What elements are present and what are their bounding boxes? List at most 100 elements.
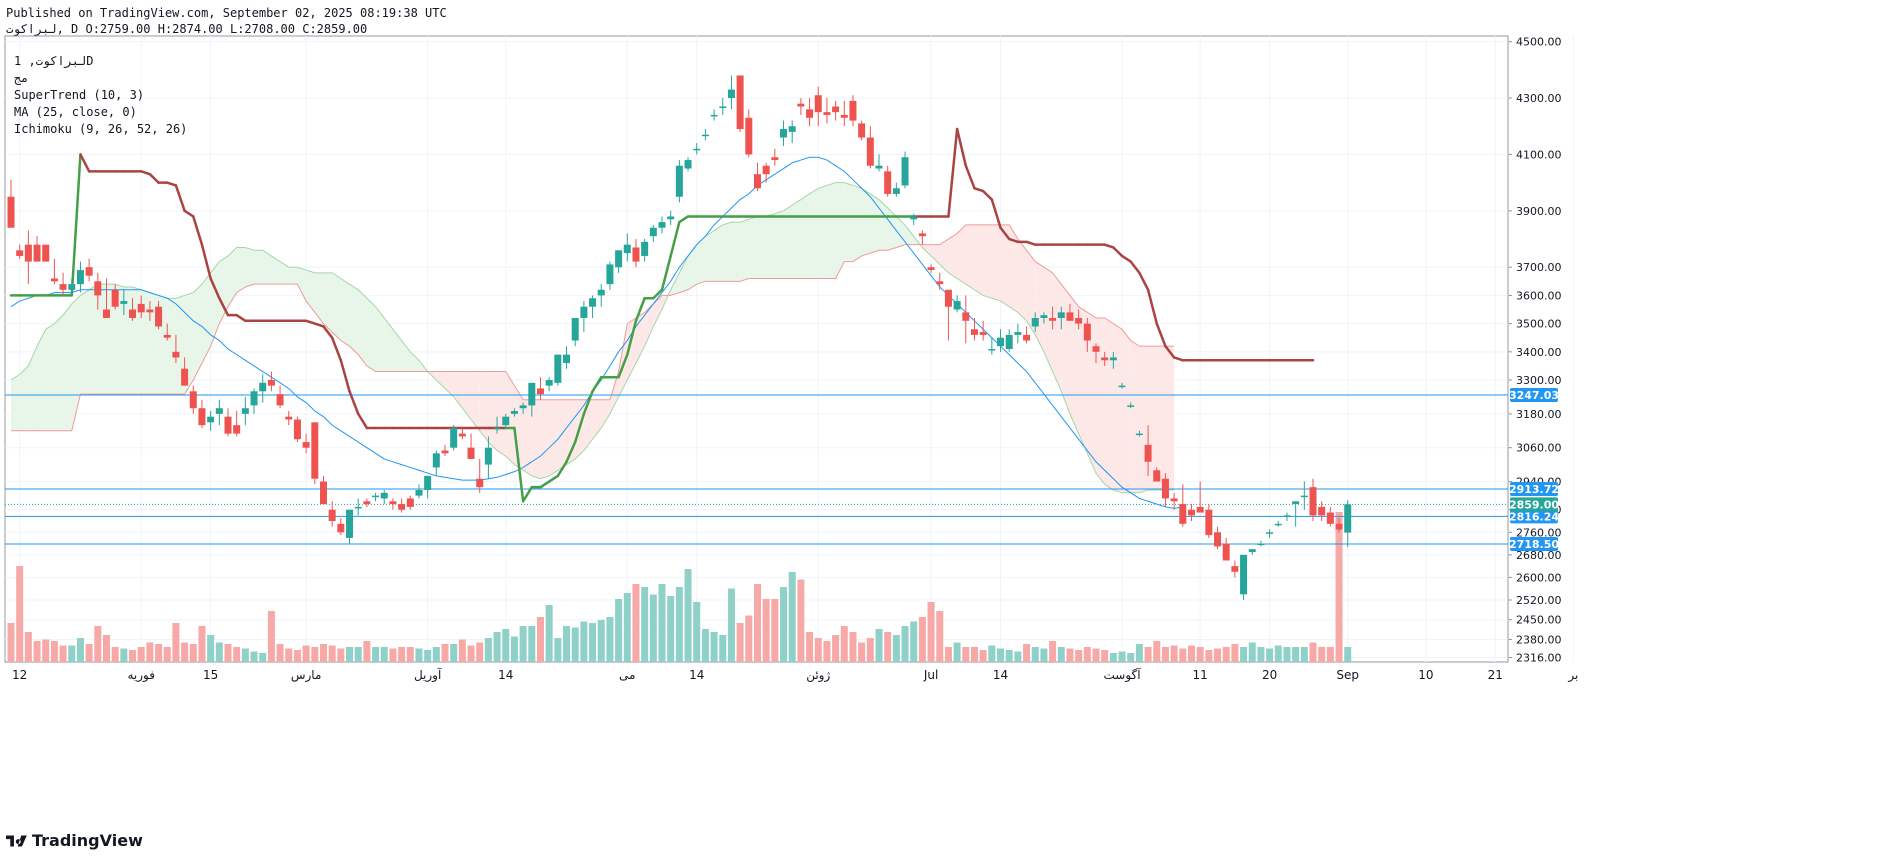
supertrend-segment — [634, 296, 646, 323]
candle-body — [641, 241, 649, 256]
volume-bar — [302, 645, 310, 662]
candle-body — [76, 270, 84, 285]
cloud-segment-bear — [531, 399, 541, 479]
supertrend-segment — [964, 164, 976, 190]
candle-body — [1240, 554, 1248, 595]
x-tick-label: 14 — [498, 668, 513, 682]
volume-bar — [120, 648, 128, 662]
legend-ma[interactable]: MA (25, close, 0) — [14, 105, 137, 119]
cloud-segment-bear — [583, 399, 593, 451]
x-tick-label: آوریل — [414, 667, 442, 683]
cloud-segment-bull — [280, 261, 289, 285]
cloud-segment-bull — [297, 267, 307, 302]
cloud-segment-bull — [722, 222, 732, 282]
volume-bar — [1075, 650, 1083, 662]
candle-body — [910, 216, 918, 220]
volume-bar — [1274, 645, 1282, 662]
volume-bar — [172, 623, 180, 662]
tradingview-brand[interactable]: TradingView — [6, 831, 143, 850]
candle-body — [1049, 317, 1057, 321]
candle-body — [710, 114, 718, 117]
volume-bar — [76, 638, 84, 662]
supertrend-segment — [235, 313, 247, 323]
volume-bar — [328, 645, 336, 662]
supertrend-segment — [669, 220, 681, 258]
supertrend-segment — [981, 189, 994, 201]
cloud-segment-bull — [783, 205, 793, 279]
candle-body — [1092, 346, 1100, 352]
candle-body — [1292, 501, 1300, 505]
candle-body — [563, 354, 571, 364]
volume-bar — [415, 648, 423, 662]
candle-body — [667, 216, 675, 220]
volume-bar — [962, 647, 970, 662]
cloud-segment-bull — [340, 278, 350, 347]
cloud-segment-bull — [332, 272, 341, 341]
cloud-segment-bear — [1078, 306, 1088, 454]
volume-bar — [1170, 645, 1178, 662]
cloud-segment-bear — [1026, 250, 1036, 335]
supertrend-segment — [339, 359, 351, 393]
candle-body — [1170, 498, 1178, 502]
candle-body — [814, 95, 822, 113]
plot-frame — [4, 35, 1509, 663]
candle-body — [1344, 504, 1352, 533]
cloud-segment-bull — [384, 317, 393, 372]
x-tick-label: 15 — [203, 668, 218, 682]
cloud-segment-bear — [1139, 346, 1149, 493]
legend-supertrend[interactable]: SuperTrend (10, 3) — [14, 88, 145, 102]
legend-symbol[interactable]: لبراکوت, 1D — [14, 54, 94, 68]
cloud-segment-bear — [1069, 295, 1079, 434]
volume-bar — [267, 611, 275, 662]
candle-body — [875, 165, 883, 169]
candle-body — [658, 222, 666, 228]
y-tick-label: 2520.00 — [1516, 594, 1562, 607]
supertrend-segment — [660, 254, 672, 292]
supertrend-segment — [192, 215, 204, 246]
volume-bar — [346, 647, 354, 662]
candle-body — [441, 450, 449, 454]
supertrend-segment — [356, 412, 369, 430]
volume-bar — [233, 647, 241, 662]
supertrend-segment — [973, 187, 985, 193]
candle-body — [997, 337, 1005, 347]
candle-body — [224, 416, 232, 434]
cloud-segment-bear — [497, 371, 506, 457]
candle-body — [1135, 433, 1143, 436]
volume-bar — [33, 641, 41, 662]
tradingview-logo-icon — [6, 835, 27, 846]
published-line: Published on TradingView.com, September … — [6, 6, 447, 20]
candle-body — [406, 498, 414, 507]
cloud-segment-bear — [974, 224, 984, 296]
supertrend-segment — [591, 375, 603, 393]
level-badge-bg — [1510, 387, 1558, 402]
cloud-segment-bull — [757, 216, 767, 279]
candle-body — [736, 75, 744, 130]
cloud-segment-bear — [922, 244, 932, 256]
volume-bar — [727, 588, 735, 662]
y-tick-label: 4300.00 — [1516, 92, 1562, 105]
volume-bar — [424, 650, 432, 662]
cloud-segment-bull — [63, 303, 72, 431]
cloud-segment-bull — [219, 255, 228, 324]
cloud-segment-bear — [549, 399, 558, 476]
cloud-segment-bear — [1122, 329, 1131, 493]
cloud-segment-bull — [818, 185, 827, 279]
cloud-segment-bear — [1043, 267, 1053, 372]
volume-bar — [545, 605, 553, 662]
candle-body — [276, 394, 284, 406]
cloud-segment-bull — [366, 298, 376, 372]
x-tick-label: 11 — [1193, 668, 1208, 682]
volume-bar — [337, 648, 345, 662]
volume-bar — [745, 615, 753, 662]
candle-body — [806, 109, 814, 118]
volume-bar — [762, 599, 770, 662]
candle-body — [866, 137, 874, 166]
supertrend-segment — [573, 412, 586, 444]
cloud-segment-bull — [401, 340, 411, 372]
supertrend-segment — [652, 288, 664, 300]
legend-ichimoku[interactable]: Ichimoku (9, 26, 52, 26) — [14, 122, 188, 136]
cloud-segment-bear — [540, 399, 550, 479]
cloud-segment-bull — [705, 230, 715, 282]
